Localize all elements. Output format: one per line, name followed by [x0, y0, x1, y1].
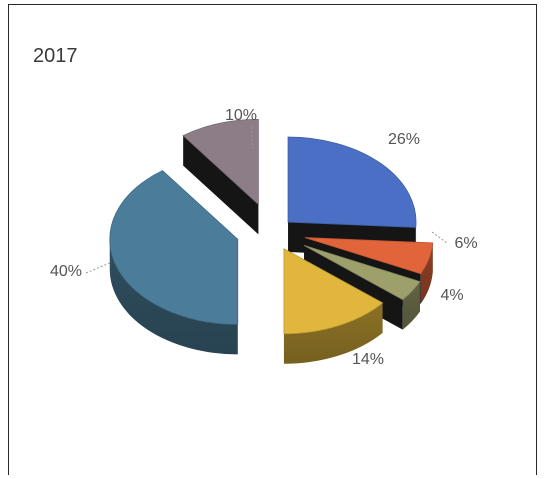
leader-line-5: [250, 126, 254, 149]
pie-slice-4: [109, 170, 239, 355]
slice-label-4: 40%: [50, 263, 82, 280]
slice-label-2: 4%: [440, 287, 463, 304]
leader-line-1: [431, 231, 448, 244]
leader-line-4: [85, 261, 113, 274]
pie-slice-5: [182, 118, 259, 235]
slice-label-0: 26%: [388, 131, 420, 148]
slice-label-3: 14%: [352, 351, 384, 368]
slice-label-1: 6%: [454, 235, 477, 252]
slice-label-5: 10%: [225, 107, 257, 124]
chart-title: 2017: [33, 45, 78, 67]
pie-slice-3: [283, 248, 384, 364]
chart-frame: 2017: [8, 4, 537, 475]
